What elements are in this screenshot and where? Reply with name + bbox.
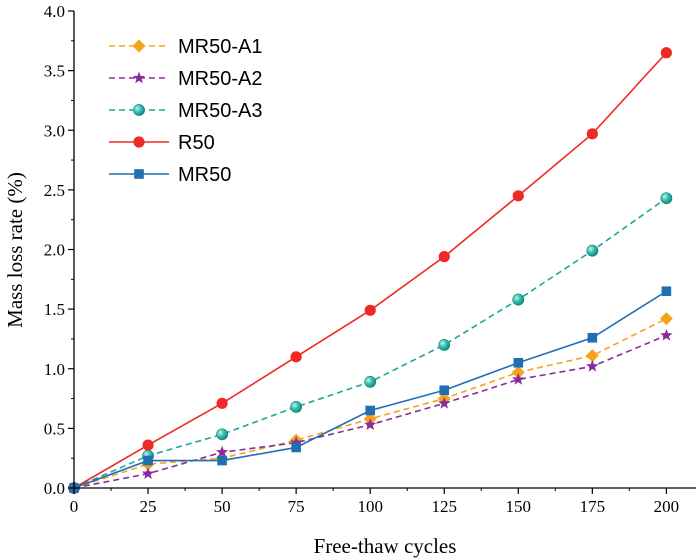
- data-point: [142, 439, 154, 451]
- data-point: [439, 385, 450, 396]
- axes-layer: 0 25 50 75 100 125 150 175 200 0.0 0.5 1.0 1.5 2.0 2.5…: [44, 2, 696, 516]
- legend-item-mr50-a1: MR50-A1: [109, 36, 262, 58]
- x-tick-label: 150: [506, 497, 532, 516]
- series-layer: [67, 47, 673, 495]
- legend: MR50-A1 MR50-A2 MR50-A3 R50 MR50: [109, 36, 262, 186]
- data-point: [513, 357, 524, 368]
- data-point: [585, 349, 599, 363]
- legend-item-r50: R50: [109, 132, 215, 154]
- legend-marker: [134, 169, 144, 179]
- y-tick-label: 2.0: [44, 241, 65, 260]
- y-tick-label: 4.0: [44, 2, 65, 21]
- series-mr50-a2: [67, 328, 673, 494]
- data-point: [291, 442, 301, 453]
- data-point: [587, 332, 598, 343]
- y-tick-label: 3.5: [44, 62, 65, 81]
- data-point: [216, 428, 228, 441]
- x-tick-label: 0: [70, 497, 79, 516]
- legend-label: MR50-A2: [178, 68, 262, 90]
- legend-label: MR50-A1: [178, 36, 262, 58]
- legend-label: R50: [178, 132, 215, 154]
- data-point: [141, 467, 155, 479]
- x-tick-label: 175: [580, 497, 606, 516]
- series-line: [73, 317, 667, 489]
- data-point: [143, 455, 153, 466]
- data-point: [660, 47, 672, 59]
- data-point: [660, 328, 673, 341]
- data-point: [290, 351, 302, 363]
- data-point: [511, 365, 525, 379]
- data-point: [438, 338, 451, 351]
- y-tick-label: 1.0: [44, 360, 65, 379]
- series-mr50-a3: [68, 192, 673, 494]
- data-point: [365, 405, 375, 416]
- y-tick-label: 2.5: [44, 181, 65, 200]
- data-point: [586, 244, 599, 257]
- x-tick-label: 200: [654, 497, 680, 516]
- legend-item-mr50-a3: MR50-A3: [109, 100, 262, 122]
- data-point: [586, 128, 598, 140]
- legend-label: MR50: [178, 164, 231, 186]
- data-point: [512, 372, 525, 385]
- data-point: [290, 401, 303, 413]
- data-point: [364, 304, 376, 316]
- data-point: [289, 436, 303, 448]
- data-point: [586, 359, 599, 372]
- data-point: [438, 251, 450, 263]
- x-axis-title: Free-thaw cycles: [314, 534, 457, 558]
- x-tick-label: 75: [288, 497, 305, 516]
- data-point: [215, 445, 229, 458]
- data-point: [659, 312, 673, 326]
- series-line: [73, 290, 667, 489]
- x-tick-label: 50: [214, 497, 231, 516]
- y-tick-label: 0.0: [44, 479, 65, 498]
- legend-item-mr50-a2: MR50-A2: [109, 68, 262, 90]
- data-point: [217, 455, 227, 466]
- data-point: [660, 192, 673, 205]
- legend-marker: [132, 39, 146, 53]
- series-mr50: [69, 286, 672, 493]
- data-point: [512, 293, 525, 306]
- legend-marker: [133, 136, 145, 148]
- x-tick-label: 125: [431, 497, 457, 516]
- legend-marker: [133, 104, 145, 116]
- data-point: [364, 418, 377, 431]
- x-tick-label: 25: [140, 497, 157, 516]
- legend-marker: [132, 71, 146, 84]
- data-point: [216, 397, 228, 409]
- legend-item-mr50: MR50: [109, 164, 231, 186]
- y-tick-label: 3.0: [44, 121, 65, 140]
- data-point: [364, 375, 377, 388]
- data-point: [438, 396, 451, 409]
- legend-label: MR50-A3: [178, 100, 262, 122]
- series-mr50-a1: [67, 312, 673, 495]
- y-tick-label: 1.5: [44, 300, 65, 319]
- x-tick-label: 100: [357, 497, 383, 516]
- data-point: [512, 190, 524, 202]
- y-axis-title: Mass loss rate (%): [3, 172, 27, 328]
- y-tick-label: 0.5: [44, 419, 65, 438]
- data-point: [661, 286, 672, 297]
